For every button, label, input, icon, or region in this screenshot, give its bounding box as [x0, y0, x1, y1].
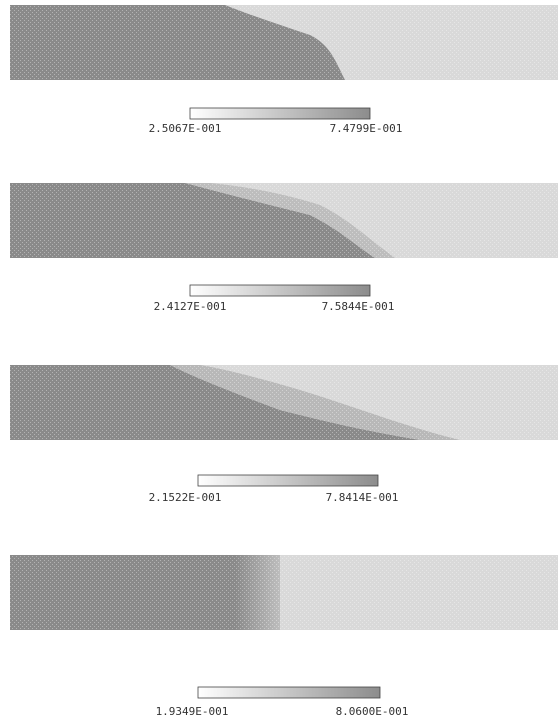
- contour-panel: [10, 365, 558, 440]
- page: 2.5067E-001 7.4799E-001 2.4127E-001 7.58…: [0, 0, 558, 723]
- contour-panel: [10, 183, 558, 258]
- colorbar-min-label: 2.4127E-001: [154, 300, 227, 313]
- contour-panel: [10, 5, 558, 80]
- colorbar-max-label: 7.4799E-001: [330, 122, 403, 135]
- figure: 2.5067E-001 7.4799E-001 2.4127E-001 7.58…: [0, 0, 558, 723]
- colorbar: [198, 475, 378, 486]
- contour-panel: [10, 555, 558, 630]
- colorbar: [198, 687, 380, 698]
- colorbar-min-label: 2.1522E-001: [149, 491, 222, 504]
- colorbar: [190, 108, 370, 119]
- colorbar-min-label: 1.9349E-001: [156, 705, 229, 718]
- colorbar-max-label: 7.5844E-001: [322, 300, 395, 313]
- colorbar-max-label: 8.0600E-001: [336, 705, 409, 718]
- colorbar-min-label: 2.5067E-001: [149, 122, 222, 135]
- colorbar: [190, 285, 370, 296]
- colorbar-max-label: 7.8414E-001: [326, 491, 399, 504]
